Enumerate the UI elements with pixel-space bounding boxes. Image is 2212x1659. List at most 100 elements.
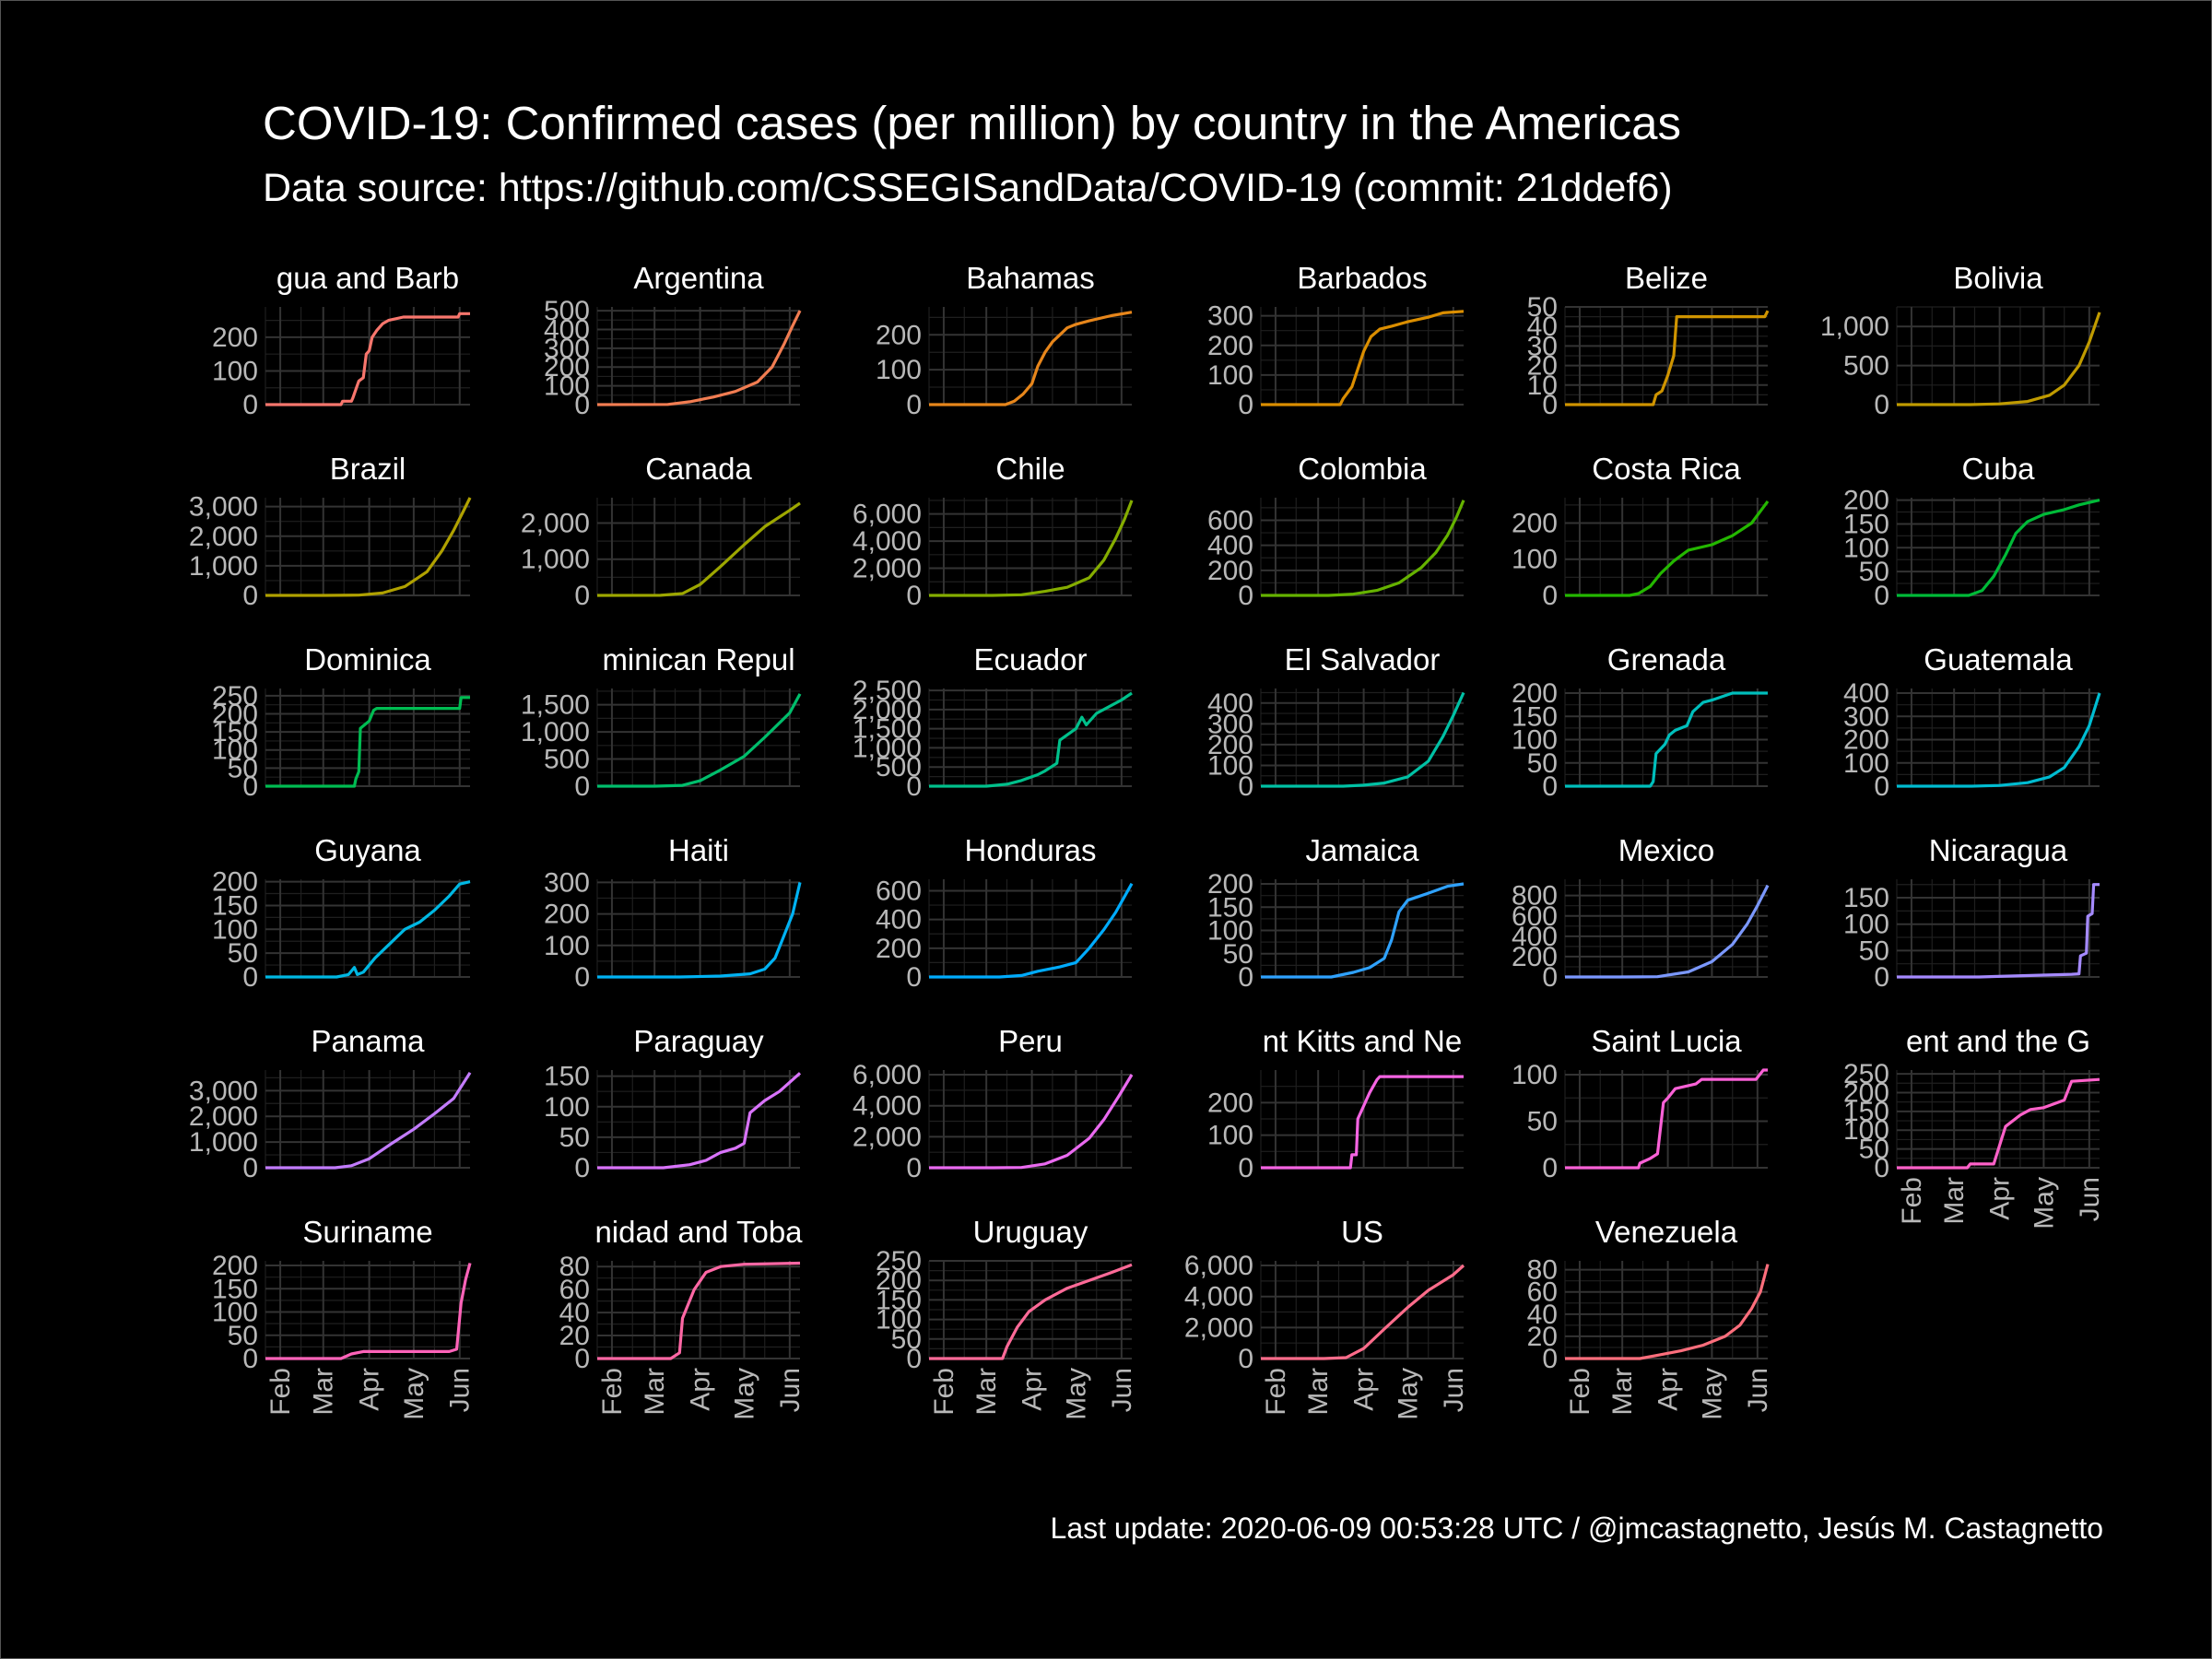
y-tick-label: 2,000 [853, 1122, 922, 1152]
y-tick-label: 200 [1207, 730, 1253, 760]
y-tick-label: 600 [876, 876, 922, 906]
strip-label: Dominica [304, 642, 431, 677]
y-tick-label: 0 [1874, 390, 1889, 420]
facet-panel: Canada 0 1,000 2,000 [521, 452, 801, 611]
y-tick-label: 100 [876, 1305, 922, 1335]
series-line [265, 312, 470, 406]
strip-label: Costa Rica [1592, 452, 1741, 486]
y-tick-label: 0 [242, 1153, 258, 1183]
x-tick-label: Mar [309, 1368, 339, 1416]
y-tick-label: 400 [1207, 531, 1253, 561]
y-tick-label: 100 [544, 1092, 590, 1123]
series-line [1261, 1264, 1465, 1360]
series-line [929, 691, 1133, 788]
y-tick-label: 0 [242, 390, 258, 420]
x-tick-label: Jun [445, 1368, 476, 1412]
facet-panel: Saint Lucia 0 50 100 [1512, 1024, 1768, 1183]
y-tick-label: 0 [574, 1153, 590, 1183]
strip-label: nidad and Toba [594, 1215, 803, 1249]
y-tick-label: 0 [1874, 1153, 1889, 1183]
strip-label: Saint Lucia [1591, 1024, 1742, 1058]
y-tick-label: 50 [891, 1324, 922, 1355]
y-tick-label: 200 [876, 1265, 922, 1296]
series-line [1897, 312, 2101, 406]
strip-label: Venezuela [1595, 1215, 1738, 1249]
y-tick-label: 600 [1512, 901, 1558, 932]
series-line [1897, 1077, 2100, 1170]
x-tick-label: Mar [1607, 1368, 1638, 1416]
series-line [1261, 691, 1465, 788]
series-line [1261, 1075, 1464, 1170]
strip-label: Argentina [633, 261, 764, 295]
series-line [265, 880, 471, 979]
strip-label: Peru [998, 1024, 1063, 1058]
strip-label: Suriname [302, 1215, 432, 1249]
x-tick-label: May [1393, 1368, 1423, 1420]
y-tick-label: 0 [1874, 771, 1889, 802]
y-tick-label: 0 [1542, 1153, 1558, 1183]
y-tick-label: 0 [1542, 962, 1558, 993]
y-tick-label: 200 [1207, 1088, 1253, 1118]
x-tick-label: Apr [355, 1368, 385, 1411]
y-tick-label: 200 [212, 323, 258, 353]
x-tick-label: Jun [1439, 1368, 1469, 1412]
y-tick-label: 0 [242, 1344, 258, 1374]
strip-label: Guatemala [1924, 642, 2073, 677]
y-tick-label: 150 [544, 1062, 590, 1092]
y-tick-label: 100 [876, 355, 922, 385]
y-tick-label: 60 [559, 1275, 590, 1305]
facet-panel: Bolivia 0 500 1,000 [1820, 261, 2101, 420]
y-tick-label: 0 [906, 1153, 922, 1183]
y-tick-label: 100 [1843, 748, 1889, 779]
y-tick-label: 60 [1527, 1277, 1558, 1308]
strip-label: Uruguay [973, 1215, 1088, 1249]
x-tick-label: Feb [1261, 1368, 1291, 1416]
y-tick-label: 2,000 [189, 522, 258, 552]
y-tick-label: 500 [1843, 351, 1889, 382]
series-line [929, 500, 1134, 597]
y-tick-label: 400 [1512, 922, 1558, 952]
y-tick-label: 1,000 [189, 551, 258, 582]
x-tick-label: Apr [1018, 1368, 1048, 1411]
y-tick-label: 250 [212, 681, 258, 712]
strip-label: Bahamas [966, 261, 1094, 295]
series-line [265, 1263, 472, 1360]
y-tick-label: 200 [544, 900, 590, 930]
x-tick-label: Apr [1349, 1368, 1380, 1411]
chart-title: COVID-19: Confirmed cases (per million) … [263, 97, 1682, 149]
y-tick-label: 3,000 [189, 492, 258, 523]
y-tick-label: 1,000 [521, 545, 590, 575]
y-tick-label: 300 [1843, 701, 1889, 732]
series-line [1897, 692, 2101, 788]
y-tick-label: 0 [1874, 581, 1889, 611]
y-tick-label: 200 [1843, 486, 1889, 516]
series-line [929, 1263, 1133, 1360]
y-tick-label: 50 [228, 753, 258, 783]
series-line [597, 693, 802, 788]
y-tick-label: 150 [212, 890, 258, 921]
y-tick-label: 100 [212, 356, 258, 386]
series-line [265, 696, 470, 788]
strip-label: Cuba [1962, 452, 2036, 486]
series-line [1565, 500, 1770, 597]
y-tick-label: 30 [1527, 331, 1558, 361]
x-tick-label: Mar [1939, 1177, 1970, 1225]
y-tick-label: 6,000 [1184, 1251, 1253, 1281]
y-tick-label: 100 [1843, 910, 1889, 940]
series-line [596, 310, 802, 406]
y-tick-label: 200 [1843, 1077, 1889, 1108]
y-tick-label: 0 [906, 390, 922, 420]
y-tick-label: 0 [1238, 1153, 1253, 1183]
strip-label: Canada [645, 452, 752, 486]
y-tick-label: 100 [1512, 1060, 1558, 1090]
